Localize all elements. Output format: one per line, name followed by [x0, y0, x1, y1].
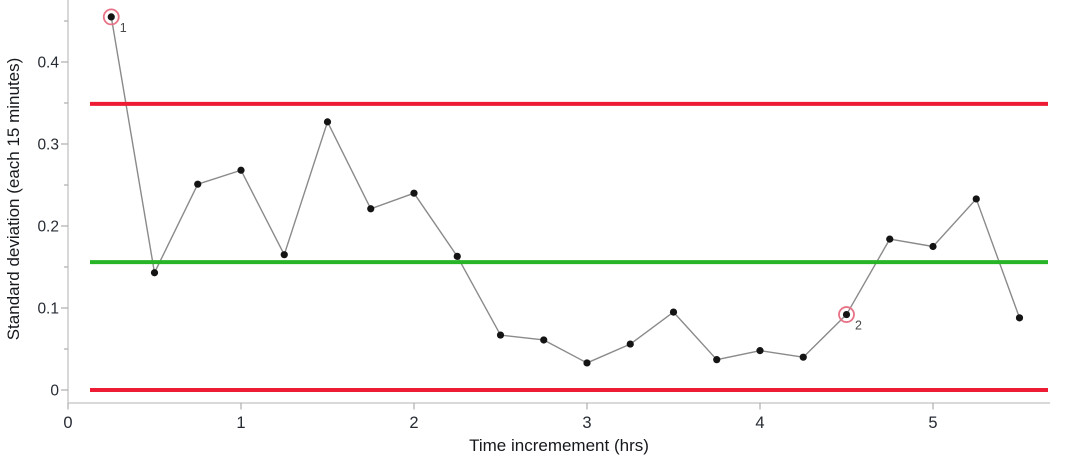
data-point[interactable]: [799, 353, 807, 361]
data-point[interactable]: [237, 166, 245, 174]
x-axis-title: Time incremement (hrs): [469, 436, 649, 455]
data-point[interactable]: [713, 356, 721, 364]
flagged-point-label: 2: [855, 319, 862, 333]
y-tick-label: 0: [50, 383, 59, 400]
x-tick-label: 5: [928, 414, 937, 432]
data-point[interactable]: [453, 252, 461, 260]
data-point[interactable]: [323, 118, 332, 126]
y-tick-label: 0.3: [37, 137, 59, 154]
data-point[interactable]: [107, 13, 115, 21]
x-tick-label: 2: [409, 414, 418, 432]
data-point[interactable]: [669, 308, 678, 316]
y-tick-label: 0.4: [37, 55, 59, 72]
data-point[interactable]: [496, 331, 505, 339]
flagged-point-ring: [838, 306, 855, 323]
data-point[interactable]: [842, 310, 851, 319]
data-point[interactable]: [367, 205, 375, 213]
data-point[interactable]: [886, 235, 894, 243]
data-point[interactable]: [756, 347, 764, 355]
data-point[interactable]: [410, 189, 418, 197]
data-point[interactable]: [194, 180, 202, 188]
x-tick-label: 1: [236, 414, 245, 432]
data-point[interactable]: [150, 269, 159, 277]
data-point[interactable]: [583, 359, 591, 367]
y-axis-title: Standard deviation (each 15 minutes): [4, 57, 23, 341]
data-point[interactable]: [972, 195, 980, 203]
data-point[interactable]: [1015, 314, 1024, 322]
y-tick-label: 0.2: [37, 219, 59, 236]
flagged-point-ring: [102, 8, 120, 26]
flagged-point-label: 1: [120, 21, 127, 35]
data-point[interactable]: [540, 336, 548, 344]
data-point[interactable]: [929, 242, 937, 251]
series-connector-line: [110, 16, 1021, 364]
y-tick-label: 0.1: [37, 301, 59, 318]
data-point[interactable]: [280, 251, 288, 259]
x-tick-label: 3: [582, 414, 591, 432]
x-tick-label: 0: [63, 414, 72, 432]
data-point[interactable]: [626, 340, 634, 348]
x-tick-label: 4: [755, 414, 764, 432]
